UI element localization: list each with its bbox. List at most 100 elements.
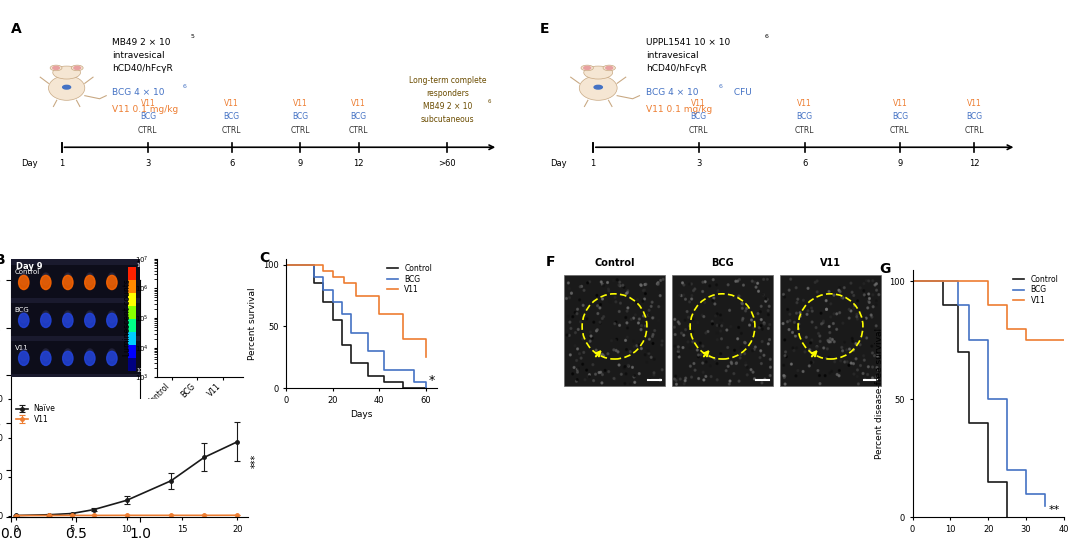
Circle shape — [872, 294, 874, 296]
Circle shape — [676, 383, 677, 385]
Circle shape — [626, 327, 629, 329]
Circle shape — [863, 318, 865, 320]
Circle shape — [764, 354, 765, 356]
Control — [396, 385, 409, 391]
Ellipse shape — [86, 311, 94, 323]
Circle shape — [762, 294, 765, 296]
Circle shape — [679, 378, 681, 380]
Circle shape — [807, 310, 809, 312]
Circle shape — [816, 280, 818, 282]
Circle shape — [745, 310, 746, 312]
Circle shape — [741, 333, 742, 334]
Circle shape — [852, 340, 853, 342]
Circle shape — [805, 351, 806, 353]
Circle shape — [634, 382, 636, 383]
Circle shape — [796, 324, 797, 326]
Circle shape — [582, 338, 583, 340]
Circle shape — [584, 66, 612, 79]
Circle shape — [872, 280, 874, 281]
BCG — [1039, 490, 1052, 497]
Control — [280, 261, 293, 268]
Circle shape — [702, 371, 704, 373]
Bar — [129, 358, 136, 371]
Circle shape — [782, 323, 784, 324]
Circle shape — [861, 336, 862, 338]
Circle shape — [876, 367, 878, 369]
Circle shape — [599, 371, 602, 373]
Circle shape — [689, 301, 690, 303]
Circle shape — [633, 317, 635, 319]
Circle shape — [602, 317, 604, 320]
Text: V11 0.1 mg/kg: V11 0.1 mg/kg — [112, 105, 178, 114]
Circle shape — [863, 337, 865, 338]
Circle shape — [832, 338, 834, 341]
Circle shape — [704, 302, 705, 303]
Control — [963, 420, 976, 426]
Circle shape — [788, 329, 789, 330]
Circle shape — [759, 311, 761, 313]
Ellipse shape — [63, 275, 73, 289]
V11 — [936, 278, 949, 285]
Circle shape — [590, 335, 592, 337]
Circle shape — [877, 370, 879, 372]
V11 — [936, 278, 949, 285]
Circle shape — [868, 298, 870, 300]
Circle shape — [603, 65, 616, 71]
Circle shape — [636, 302, 637, 304]
Circle shape — [848, 317, 850, 319]
Circle shape — [581, 286, 582, 287]
Circle shape — [791, 363, 793, 365]
Circle shape — [816, 345, 818, 348]
Circle shape — [737, 338, 739, 340]
Circle shape — [632, 367, 633, 368]
Circle shape — [53, 66, 81, 79]
Circle shape — [612, 280, 615, 281]
Circle shape — [858, 383, 860, 385]
Circle shape — [713, 297, 715, 299]
Control — [951, 349, 964, 355]
Circle shape — [810, 362, 812, 363]
Text: *: * — [194, 429, 201, 442]
Circle shape — [825, 308, 827, 310]
Circle shape — [582, 363, 583, 365]
Circle shape — [836, 313, 838, 315]
Text: 1: 1 — [59, 159, 64, 168]
Circle shape — [630, 351, 631, 353]
Text: 6: 6 — [229, 159, 234, 168]
Circle shape — [789, 313, 791, 315]
Circle shape — [569, 354, 571, 356]
Ellipse shape — [42, 311, 50, 323]
Circle shape — [838, 289, 840, 291]
Circle shape — [637, 322, 639, 324]
Circle shape — [764, 378, 766, 380]
Control — [336, 342, 349, 348]
Circle shape — [569, 297, 570, 299]
Circle shape — [842, 297, 843, 299]
Circle shape — [599, 322, 602, 324]
Circle shape — [795, 375, 797, 377]
Circle shape — [823, 371, 824, 374]
Circle shape — [819, 375, 821, 376]
V11 — [419, 354, 432, 361]
Circle shape — [740, 354, 742, 355]
Ellipse shape — [63, 313, 73, 328]
Circle shape — [708, 355, 711, 357]
Circle shape — [795, 335, 796, 337]
Circle shape — [826, 348, 828, 350]
Circle shape — [762, 294, 764, 295]
Circle shape — [821, 323, 822, 325]
Circle shape — [802, 370, 804, 372]
Circle shape — [738, 380, 740, 382]
Circle shape — [745, 362, 746, 364]
Circle shape — [686, 310, 688, 313]
Circle shape — [860, 364, 862, 367]
Circle shape — [577, 369, 578, 370]
Control — [298, 261, 311, 268]
Circle shape — [745, 364, 746, 366]
V11 — [906, 278, 919, 285]
Circle shape — [619, 281, 621, 283]
Circle shape — [642, 300, 644, 302]
Ellipse shape — [86, 273, 94, 285]
Ellipse shape — [107, 351, 117, 365]
Text: 9: 9 — [897, 159, 903, 168]
